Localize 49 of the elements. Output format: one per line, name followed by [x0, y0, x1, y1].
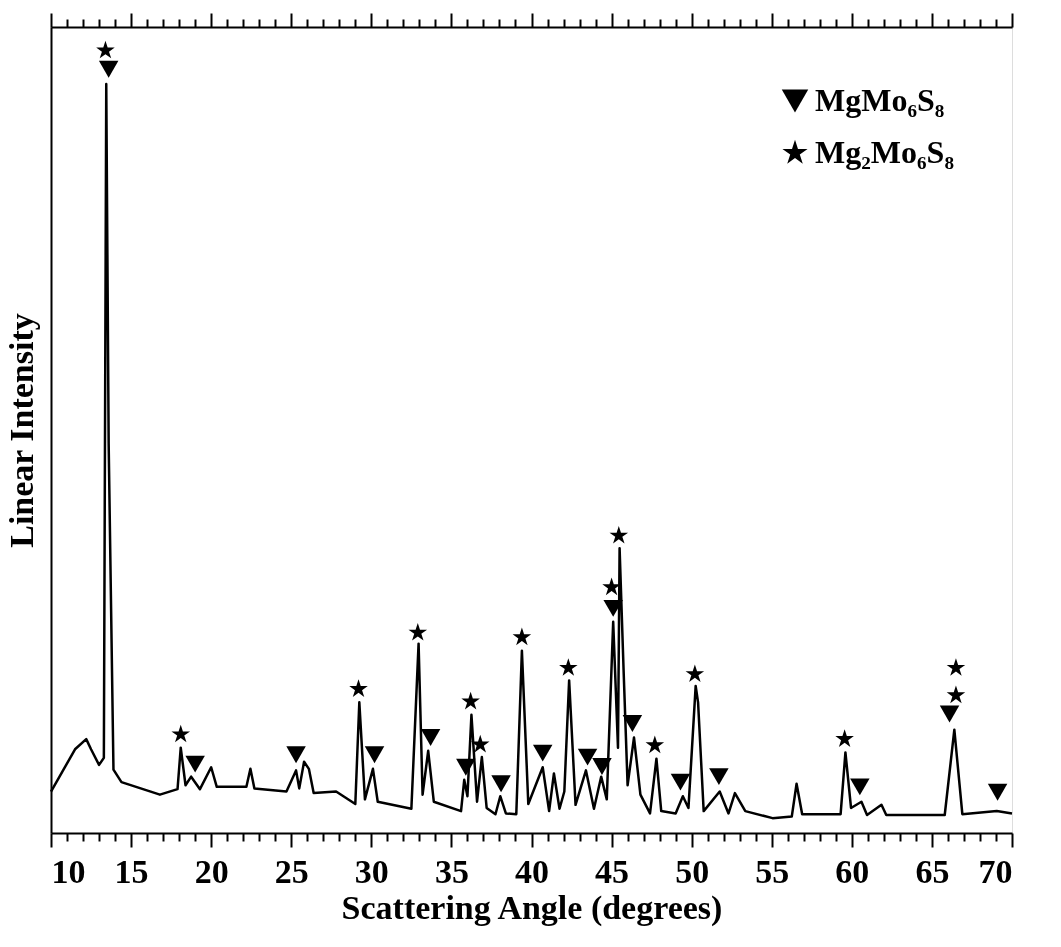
- point: [364, 746, 385, 764]
- point: [946, 658, 966, 676]
- point: [602, 577, 621, 596]
- x-tick-label: 30: [354, 852, 389, 890]
- point: [461, 691, 480, 710]
- x-tick-label: 10: [51, 852, 86, 890]
- point: [408, 622, 428, 641]
- point: [491, 775, 511, 793]
- point: [850, 778, 870, 796]
- point: [609, 525, 629, 544]
- point: [577, 748, 598, 766]
- point: [592, 758, 612, 775]
- point: [286, 746, 306, 764]
- legend-label: Mg₂Mo₆S₈: [815, 134, 954, 170]
- x-tick-label: 55: [755, 852, 790, 890]
- x-axis-title: Scattering Angle (degrees): [341, 888, 723, 927]
- point: [470, 734, 490, 753]
- x-tick-label: 25: [274, 852, 309, 890]
- y-axis-title: Linear Intensity: [2, 313, 40, 548]
- x-tick-label: 35: [434, 852, 469, 890]
- point: [685, 664, 705, 683]
- x-tick-label: 70: [978, 852, 1013, 890]
- point: [420, 729, 441, 746]
- point: [987, 783, 1008, 801]
- x-tick-label: 40: [515, 852, 549, 890]
- x-tick-label: 60: [835, 852, 870, 890]
- point: [622, 715, 643, 732]
- point: [512, 627, 532, 646]
- point: [709, 768, 729, 786]
- point: [171, 724, 190, 743]
- point: [456, 758, 476, 776]
- x-tick-label: 20: [194, 852, 229, 890]
- point: [559, 658, 578, 676]
- x-tick-label: 15: [114, 852, 149, 890]
- point: [946, 685, 966, 704]
- x-tick-label: 45: [595, 852, 630, 890]
- x-tick-label: 50: [675, 852, 710, 890]
- point: [939, 705, 960, 723]
- point: [670, 773, 691, 791]
- point: [349, 679, 368, 697]
- point: [645, 735, 665, 754]
- point: [98, 60, 119, 78]
- x-tick-label: 65: [915, 852, 950, 890]
- point: [185, 755, 205, 773]
- legend-label: MgMo₆S₈: [815, 82, 945, 118]
- point: [532, 744, 553, 762]
- point: [603, 599, 623, 617]
- point: [835, 729, 854, 747]
- point: [96, 40, 115, 59]
